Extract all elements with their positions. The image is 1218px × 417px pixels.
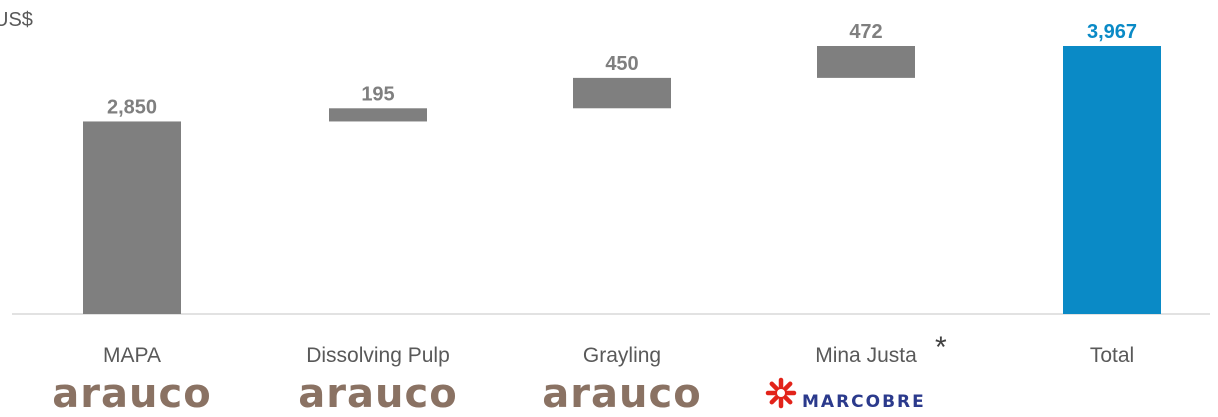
value-label-total: 3,967 [1087, 21, 1137, 43]
category-labels-group: MAPA Dissolving Pulp Grayling Mina Justa Tot… [103, 331, 1134, 367]
arauco-logo: arauco [52, 371, 211, 417]
bars-group [83, 46, 1161, 314]
asterisk-annotation: * [935, 331, 947, 364]
bar-mina-justa [817, 46, 915, 78]
logos-group: arauco arauco arauco MARCOBRE [52, 371, 925, 417]
category-label-grayling: Grayling [583, 344, 661, 367]
value-label-mapa: 2,850 [107, 96, 157, 118]
value-label-mina-justa: 472 [849, 21, 882, 43]
arauco-logo: arauco [542, 371, 701, 417]
category-label-dissolving-pulp: Dissolving Pulp [306, 344, 450, 367]
category-label-mina-justa: Mina Justa [815, 344, 917, 367]
category-label-mapa: MAPA [103, 344, 161, 367]
unit-label: US$ [0, 9, 33, 31]
category-label-total: Total [1090, 344, 1134, 367]
marcobre-emblem-icon [768, 380, 794, 406]
value-label-grayling: 450 [605, 53, 638, 75]
marcobre-logo: MARCOBRE [768, 380, 926, 412]
marcobre-wordmark: MARCOBRE [802, 392, 926, 412]
arauco-logo: arauco [298, 371, 457, 417]
bar-total [1063, 46, 1161, 314]
value-label-dissolving-pulp: 195 [361, 83, 394, 105]
bar-dissolving-pulp [329, 108, 427, 121]
bar-grayling [573, 78, 671, 108]
bar-mapa [83, 121, 181, 314]
